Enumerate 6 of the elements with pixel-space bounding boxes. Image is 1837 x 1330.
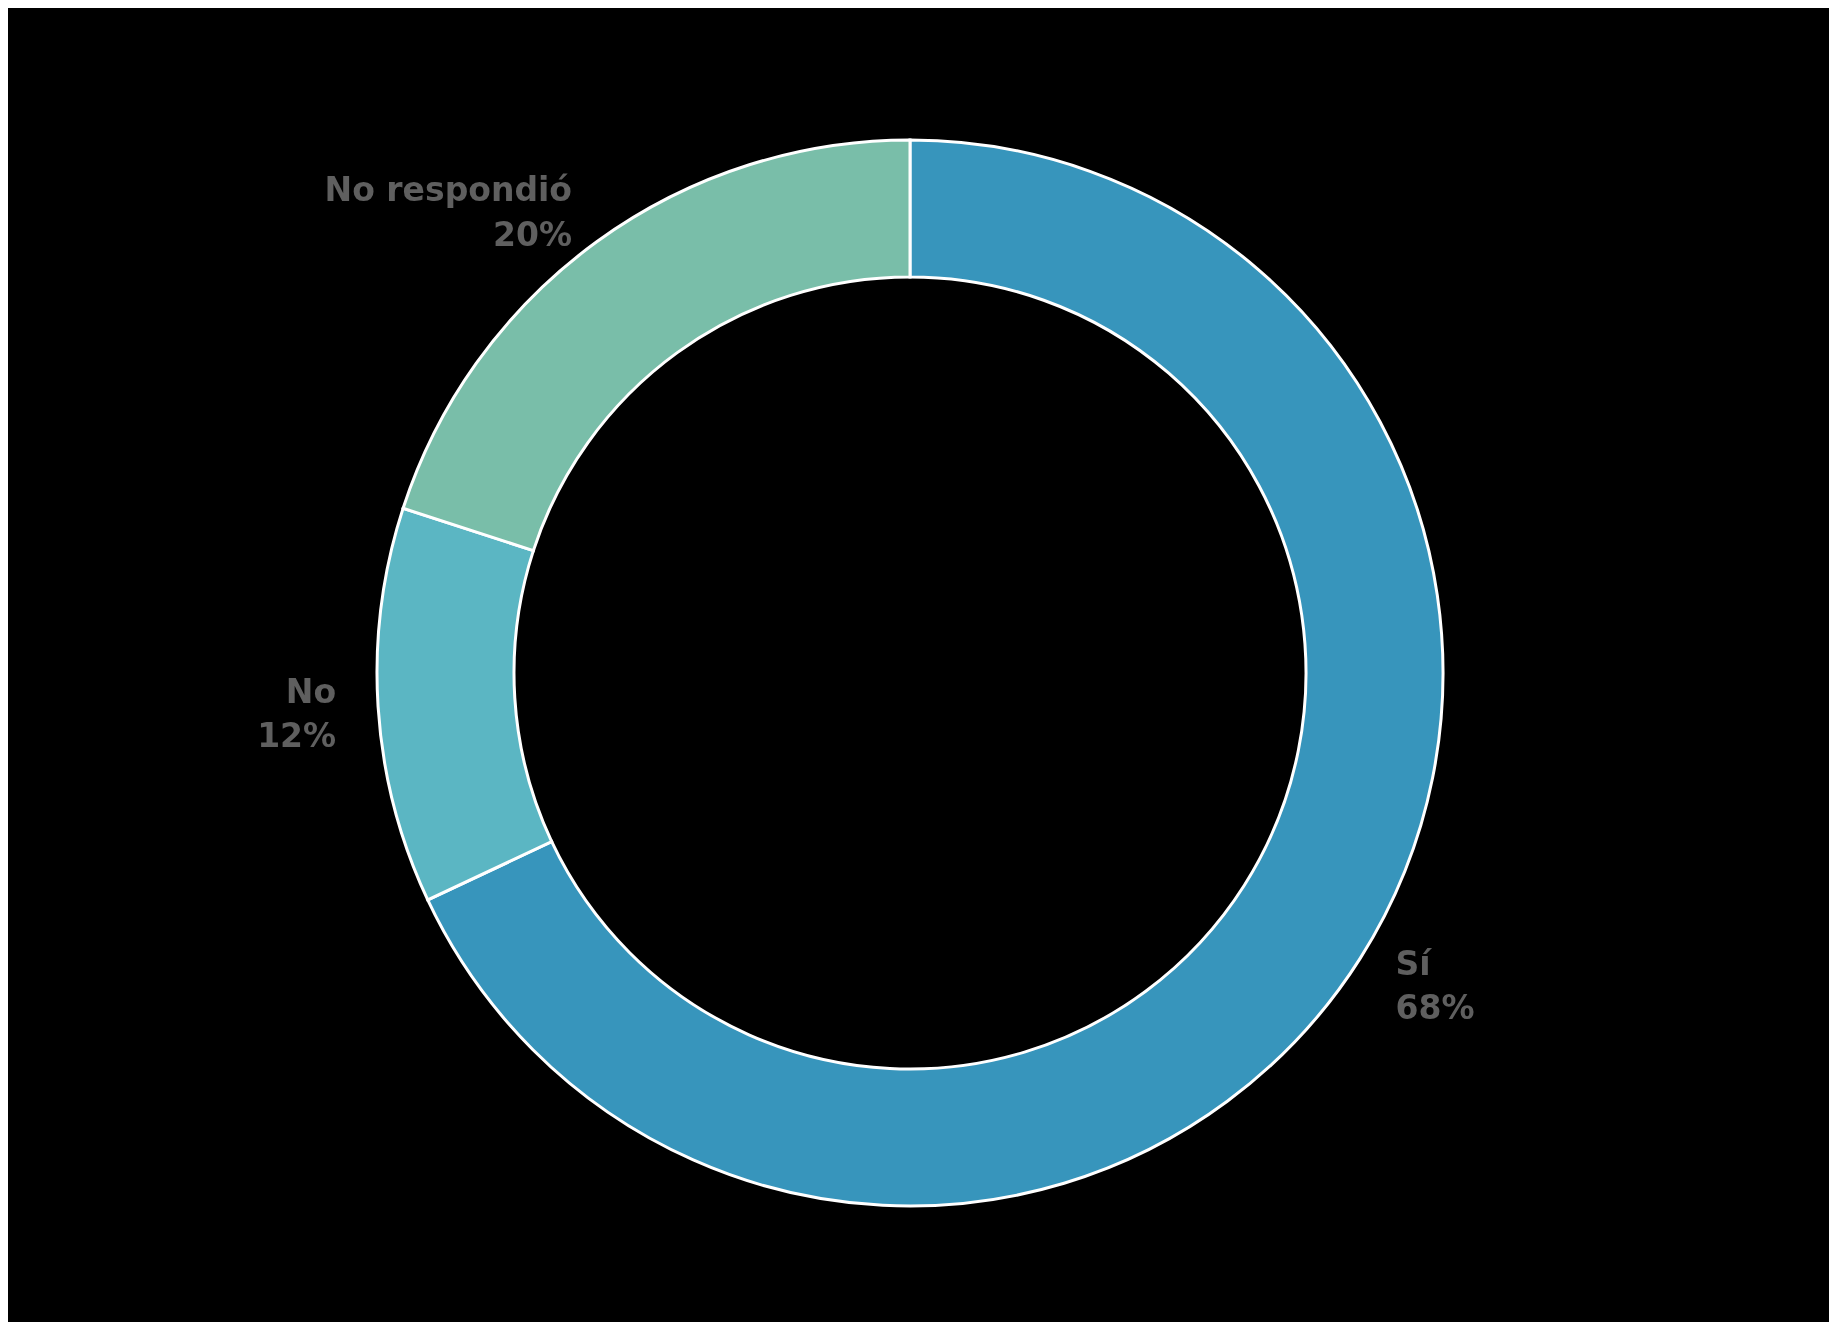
slice-label: No (285, 671, 337, 711)
data-label: 20% (493, 214, 573, 254)
data-label: 12% (257, 716, 337, 756)
data-label: 68% (1395, 988, 1475, 1028)
slice-label: Sí (1395, 943, 1433, 983)
slice-label: No respondió (324, 170, 573, 210)
